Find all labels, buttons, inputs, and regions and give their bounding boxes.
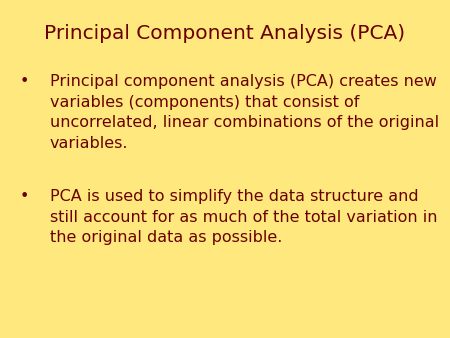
Text: Principal Component Analysis (PCA): Principal Component Analysis (PCA) [45, 24, 405, 43]
Text: PCA is used to simplify the data structure and
still account for as much of the : PCA is used to simplify the data structu… [50, 189, 437, 245]
Text: •: • [20, 189, 29, 204]
Text: Principal component analysis (PCA) creates new
variables (components) that consi: Principal component analysis (PCA) creat… [50, 74, 439, 150]
Text: •: • [20, 74, 29, 89]
